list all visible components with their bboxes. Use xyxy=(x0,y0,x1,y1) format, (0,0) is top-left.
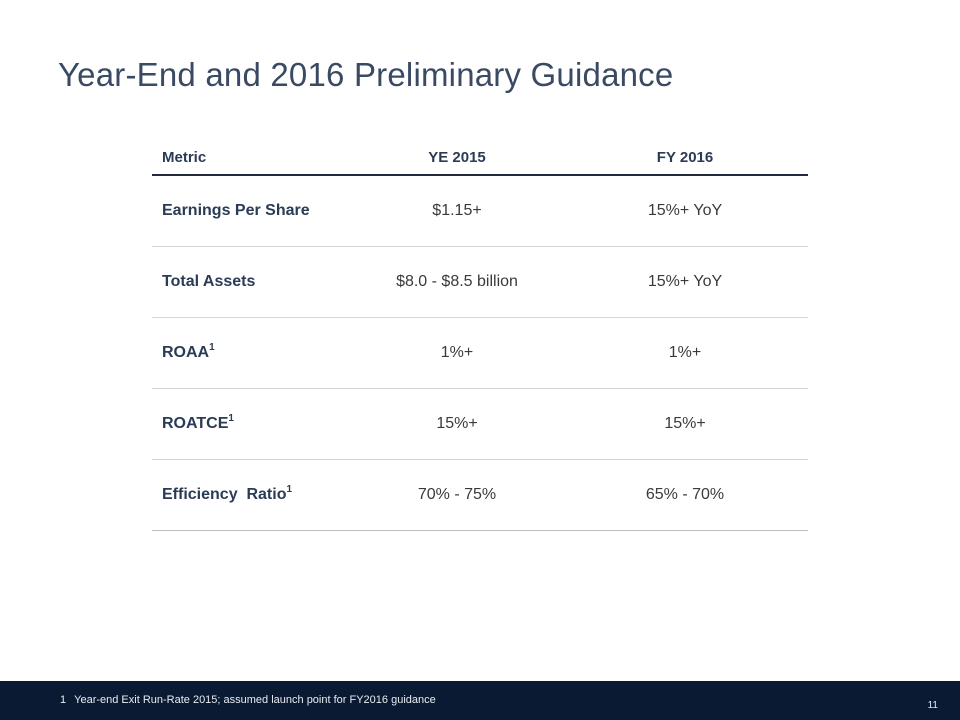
footnote-marker: 1 xyxy=(209,341,215,353)
metric-cell: Earnings Per Share xyxy=(152,175,352,247)
metric-label: Efficiency Ratio xyxy=(162,486,287,503)
ye-2015-cell: 1%+ xyxy=(352,317,562,389)
fy-2016-cell: 65% - 70% xyxy=(562,459,808,531)
metric-cell: ROAA1 xyxy=(152,317,352,389)
column-header-fy-2016: FY 2016 xyxy=(562,140,808,176)
metric-cell: Efficiency Ratio1 xyxy=(152,459,352,531)
footnote-number: 1 xyxy=(60,694,67,706)
footnote: 1 Year-end Exit Run-Rate 2015; assumed la… xyxy=(60,694,436,706)
footnote-marker: 1 xyxy=(228,412,234,424)
metric-cell: ROATCE1 xyxy=(152,388,352,460)
table-header-row: Metric YE 2015 FY 2016 xyxy=(152,140,808,176)
table-row: ROATCE1 15%+ 15%+ xyxy=(152,388,808,460)
ye-2015-cell: 70% - 75% xyxy=(352,459,562,531)
metric-cell: Total Assets xyxy=(152,246,352,318)
ye-2015-cell: 15%+ xyxy=(352,388,562,460)
fy-2016-cell: 1%+ xyxy=(562,317,808,389)
footer-bar: 1 Year-end Exit Run-Rate 2015; assumed la… xyxy=(0,681,960,720)
column-header-ye-2015: YE 2015 xyxy=(352,140,562,176)
table-row: Earnings Per Share $1.15+ 15%+ YoY xyxy=(152,175,808,247)
page-number: 11 xyxy=(927,700,938,711)
metric-label: ROATCE xyxy=(162,415,229,432)
fy-2016-cell: 15%+ YoY xyxy=(562,246,808,318)
metric-label: ROAA xyxy=(162,344,210,361)
table-row: Efficiency Ratio1 70% - 75% 65% - 70% xyxy=(152,459,808,531)
fy-2016-cell: 15%+ xyxy=(562,388,808,460)
table-row: ROAA1 1%+ 1%+ xyxy=(152,317,808,389)
ye-2015-cell: $1.15+ xyxy=(352,175,562,247)
metric-label: Total Assets xyxy=(162,273,256,290)
column-header-metric: Metric xyxy=(152,140,352,176)
fy-2016-cell: 15%+ YoY xyxy=(562,175,808,247)
footnote-text: Year-end Exit Run-Rate 2015; assumed lau… xyxy=(74,694,436,706)
table-row: Total Assets $8.0 - $8.5 billion 15%+ Yo… xyxy=(152,246,808,318)
ye-2015-cell: $8.0 - $8.5 billion xyxy=(352,246,562,318)
footnote-marker: 1 xyxy=(286,483,293,495)
guidance-table: Metric YE 2015 FY 2016 Earnings Per Shar… xyxy=(152,140,808,531)
metric-label: Earnings Per Share xyxy=(162,202,310,219)
page-title: Year-End and 2016 Preliminary Guidance xyxy=(58,56,674,93)
